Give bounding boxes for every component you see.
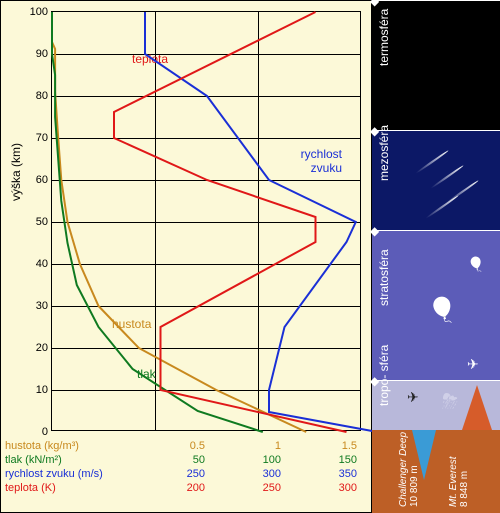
- storm-icon: ⛈: [442, 391, 458, 414]
- balloon-icon: 🎈: [467, 256, 484, 273]
- axis-row: tlak (kN/m²)50100150: [3, 453, 371, 467]
- ytick: 60: [24, 174, 48, 186]
- mountain-icon: [462, 385, 492, 430]
- series-hustota: [52, 12, 306, 432]
- layer-label: stratosféra: [377, 249, 391, 306]
- layer-mezosféra: mezosféra◆: [372, 130, 500, 230]
- mountain-label: Challenger Deep10 809 m: [398, 432, 420, 507]
- below-ground: Challenger Deep10 809 m Mt. Everest8 848 …: [372, 430, 500, 513]
- ytick: 20: [24, 342, 48, 354]
- ytick: 50: [24, 216, 48, 228]
- layer-stratosféra: stratosféra◆🎈🎈✈: [372, 230, 500, 380]
- ytick: 70: [24, 132, 48, 144]
- atmosphere-layers: Kármánova hranicetermosféra◆mezosféra◆st…: [372, 0, 500, 513]
- ytick: 0: [24, 426, 48, 438]
- axis-row: teplota (K)200250300: [3, 481, 371, 495]
- atmosphere-diagram: výška (km) 1009080706050403020100hustota…: [0, 0, 500, 513]
- meteor-icon: [430, 165, 464, 190]
- axis-row: rychlost zvuku (m/s)250300350: [3, 467, 371, 481]
- series-svg: [52, 12, 360, 430]
- meteor-icon: [415, 150, 449, 175]
- ytick: 10: [24, 384, 48, 396]
- x-axis-labels: hustota (kg/m³)0.511.5tlak (kN/m²)501001…: [3, 439, 371, 495]
- layer-termosféra: termosféra◆: [372, 0, 500, 130]
- plane-icon: ✈: [467, 356, 479, 373]
- plane-icon: ✈: [407, 389, 419, 406]
- layer-label: termosféra: [377, 8, 391, 65]
- ytick: 30: [24, 300, 48, 312]
- ytick: 40: [24, 258, 48, 270]
- y-axis-label: výška (km): [9, 143, 23, 201]
- plot-area: 1009080706050403020100hustotatlakrychlos…: [51, 11, 361, 431]
- series-rychlost: [145, 12, 378, 432]
- series-tlak: [52, 12, 263, 432]
- mountain-label: Mt. Everest8 848 m: [448, 456, 470, 507]
- meteor-icon: [425, 195, 459, 220]
- ytick: 100: [24, 6, 48, 18]
- ytick: 80: [24, 90, 48, 102]
- axis-row: hustota (kg/m³)0.511.5: [3, 439, 371, 453]
- series-teplota: [114, 12, 347, 432]
- ytick: 90: [24, 48, 48, 60]
- balloon-icon: 🎈: [427, 296, 457, 325]
- chart-panel: výška (km) 1009080706050403020100hustota…: [0, 0, 372, 513]
